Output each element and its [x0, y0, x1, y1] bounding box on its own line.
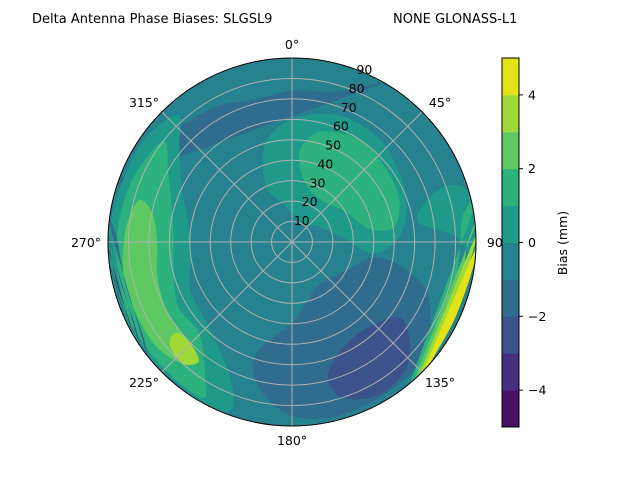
chart-title-left: Delta Antenna Phase Biases: SLGSL9 [32, 12, 272, 27]
radial-tick-label: 20 [302, 194, 318, 209]
colorbar-tick-label: −4 [528, 383, 546, 398]
chart-title-right: NONE GLONASS-L1 [393, 12, 517, 27]
contour-region [122, 199, 195, 364]
colorbar-tick-label: 0 [528, 235, 536, 250]
azimuth-gridline [291, 111, 423, 243]
colorbar-segment [502, 131, 519, 170]
contour-region [422, 243, 476, 376]
contour-region [327, 317, 411, 400]
radial-tick-label: 50 [325, 138, 341, 153]
polar-grid [107, 57, 477, 427]
colorbar-segment [502, 279, 519, 317]
azimuth-tick-label: 180° [277, 433, 307, 448]
colorbar-segment [502, 353, 519, 391]
radial-tick-labels: 10 20 30 40 50 60 70 80 90 [294, 62, 373, 228]
contour-region [108, 214, 150, 362]
colorbar-tick-label: 2 [528, 161, 536, 176]
contour-region [408, 197, 476, 389]
colorbar-label: Bias (mm) [555, 211, 570, 275]
azimuth-tick-label: 45° [429, 95, 451, 110]
colorbar: −4 −2 0 2 4 [501, 57, 546, 428]
azimuth-tick-label: 0° [285, 37, 299, 52]
contour-region [108, 229, 142, 350]
azimuth-gridline [161, 241, 293, 373]
contour-region [108, 242, 134, 337]
contour-region [299, 131, 400, 231]
radial-tick-label: 30 [310, 175, 326, 190]
azimuth-tick-label: 270° [71, 235, 101, 250]
radial-tick-label: 60 [333, 119, 349, 134]
contour-region [417, 229, 476, 381]
radial-tick-label: 90 [356, 62, 372, 77]
radial-tick-label: 80 [349, 81, 365, 96]
contour-region [108, 76, 400, 188]
azimuth-tick-label: 315° [129, 95, 159, 110]
colorbar-segment [502, 390, 519, 428]
azimuth-tick-label: 135° [425, 375, 455, 390]
colorbar-segment [502, 94, 519, 133]
azimuth-gridline [291, 241, 423, 373]
radial-tick-label: 10 [294, 213, 310, 228]
colorbar-segment [502, 316, 519, 354]
colorbar-tick-label: −2 [528, 309, 546, 324]
colorbar-segment [502, 205, 519, 243]
colorbar-segment [502, 58, 519, 96]
radial-tick-label: 40 [317, 156, 333, 171]
radial-tick-label: 70 [341, 100, 357, 115]
colorbar-segment [502, 242, 519, 280]
azimuth-tick-label: 225° [129, 375, 159, 390]
contour-region [413, 217, 476, 384]
contour-region [108, 259, 128, 325]
azimuth-gridline [161, 111, 293, 243]
polar-frame [107, 57, 477, 427]
colorbar-tick-label: 4 [528, 87, 536, 102]
colorbar-segment [502, 168, 519, 207]
